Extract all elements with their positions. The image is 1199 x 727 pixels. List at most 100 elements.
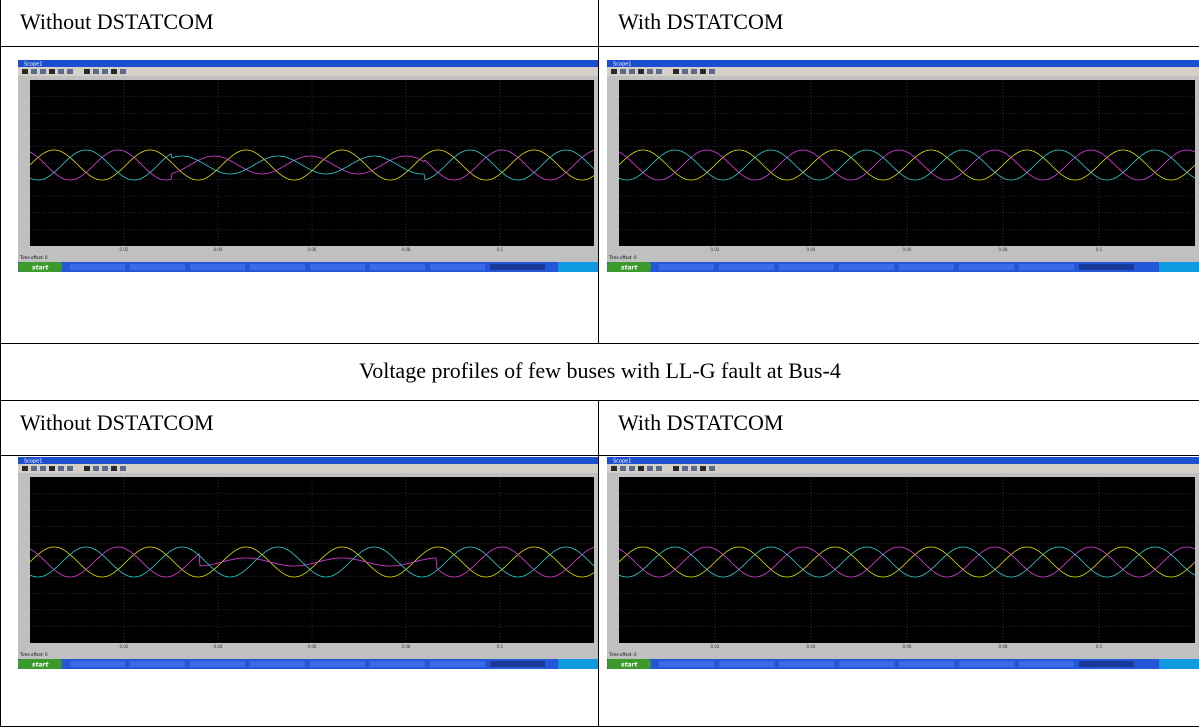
- taskbar-item: [959, 661, 1014, 667]
- toolbar-icon: [620, 69, 626, 74]
- toolbar-icon: [673, 69, 679, 74]
- toolbar-icon: [709, 466, 715, 471]
- toolbar-icon: [31, 69, 37, 74]
- x-tick-label: 0.06: [903, 644, 912, 649]
- toolbar-icon: [691, 466, 697, 471]
- toolbar-icon: [31, 466, 37, 471]
- toolbar-icon: [111, 466, 117, 471]
- x-tick-label: 0.04: [214, 644, 223, 649]
- taskbar-item: [1079, 661, 1134, 667]
- taskbar-item: [659, 661, 714, 667]
- x-tick-label: 0.04: [807, 644, 816, 649]
- title-bar: [607, 60, 1199, 67]
- x-tick-label: 0.1: [1096, 644, 1103, 649]
- table-cell: Without DSTATCOM: [0, 400, 599, 456]
- taskbar-item: [190, 661, 245, 667]
- tray: [1159, 262, 1199, 272]
- toolbar-icon: [120, 69, 126, 74]
- taskbar-item: [310, 264, 365, 270]
- taskbar-item: [1019, 661, 1074, 667]
- start-label: start: [621, 662, 638, 669]
- x-tick-label: 0.06: [903, 247, 912, 252]
- x-tick-label: 0.04: [807, 247, 816, 252]
- taskbar-item: [70, 264, 125, 270]
- column-heading: With DSTATCOM: [618, 410, 783, 436]
- x-tick-label: 0.1: [497, 644, 504, 649]
- column-heading: With DSTATCOM: [618, 9, 783, 35]
- table-cell: Without DSTATCOM: [0, 0, 599, 47]
- x-tick-label: 0.04: [214, 247, 223, 252]
- tray: [1159, 659, 1199, 669]
- toolbar-icon: [691, 69, 697, 74]
- taskbar-item: [490, 661, 545, 667]
- taskbar-item: [899, 264, 954, 270]
- taskbar-item: [70, 661, 125, 667]
- taskbar-item: [779, 264, 834, 270]
- taskbar-item: [839, 264, 894, 270]
- x-tick-label: 0.06: [308, 247, 317, 252]
- toolbar-icon: [40, 69, 46, 74]
- x-tick-label: 0.02: [711, 644, 720, 649]
- toolbar-icon: [49, 69, 55, 74]
- toolbar-icon: [84, 69, 90, 74]
- toolbar-icon: [700, 69, 706, 74]
- window-title: Scope1: [24, 459, 42, 465]
- window-title: Scope1: [613, 62, 631, 68]
- table-cell: With DSTATCOM: [598, 0, 1199, 47]
- window-title: Scope1: [613, 459, 631, 465]
- table-cell: With DSTATCOM: [598, 400, 1199, 456]
- caption: Voltage profiles of few buses with LL-G …: [1, 358, 1199, 384]
- tray: [558, 262, 598, 272]
- x-tick-label: 0.08: [999, 644, 1008, 649]
- toolbar-icon: [638, 69, 644, 74]
- toolbar-icon: [102, 466, 108, 471]
- taskbar-item: [250, 264, 305, 270]
- toolbar-icon: [111, 69, 117, 74]
- x-tick-label: 0.1: [497, 247, 504, 252]
- taskbar-item: [959, 264, 1014, 270]
- x-tick-label: 0.02: [711, 247, 720, 252]
- toolbar-icon: [120, 466, 126, 471]
- table-cell: Voltage profiles of few buses with LL-G …: [0, 343, 1199, 401]
- taskbar-item: [779, 661, 834, 667]
- x-tick-label: 0.08: [999, 247, 1008, 252]
- toolbar-icon: [673, 466, 679, 471]
- toolbar-icon: [656, 466, 662, 471]
- taskbar-item: [190, 264, 245, 270]
- toolbar-icon: [93, 69, 99, 74]
- x-tick-label: 0.02: [120, 247, 129, 252]
- taskbar-item: [899, 661, 954, 667]
- taskbar-item: [370, 264, 425, 270]
- time-offset: Time offset: 0: [608, 652, 637, 657]
- taskbar-item: [1019, 264, 1074, 270]
- taskbar-item: [130, 661, 185, 667]
- taskbar-item: [839, 661, 894, 667]
- toolbar-icon: [647, 69, 653, 74]
- start-label: start: [32, 265, 49, 272]
- title-bar: [18, 457, 598, 464]
- toolbar-icon: [629, 466, 635, 471]
- x-tick-label: 0.08: [402, 247, 411, 252]
- toolbar-icon: [102, 69, 108, 74]
- toolbar-icon: [611, 69, 617, 74]
- column-heading: Without DSTATCOM: [20, 9, 214, 35]
- x-tick-label: 0.06: [308, 644, 317, 649]
- window-title: Scope1: [24, 62, 42, 68]
- scope-screenshot: Scope1 0.02 0.04 0.06 0.08 0.1 Time offset: 0 s…: [607, 457, 1199, 669]
- scope-screenshot: Scope10.020.040.060.080.1Time offset: 0s…: [607, 60, 1199, 272]
- toolbar-icon: [611, 466, 617, 471]
- title-bar: [18, 60, 598, 67]
- tray: [558, 659, 598, 669]
- taskbar-item: [659, 264, 714, 270]
- toolbar-icon: [22, 69, 28, 74]
- taskbar-item: [250, 661, 305, 667]
- taskbar-item: [430, 661, 485, 667]
- toolbar-icon: [93, 466, 99, 471]
- toolbar-icon: [700, 466, 706, 471]
- page: Without DSTATCOM With DSTATCOM Voltage p…: [0, 0, 1199, 726]
- toolbar-icon: [647, 466, 653, 471]
- x-tick-label: 0.02: [120, 644, 129, 649]
- toolbar-icon: [67, 466, 73, 471]
